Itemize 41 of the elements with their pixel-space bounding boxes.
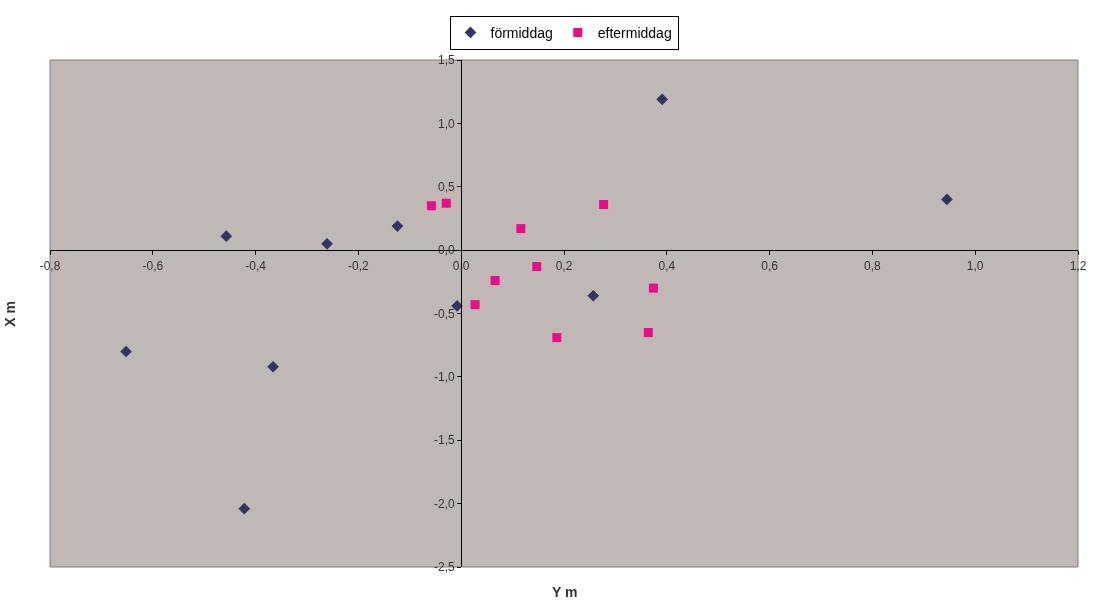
- x-tick-label: -0,8: [39, 258, 61, 273]
- point: [426, 201, 436, 211]
- point: [587, 289, 600, 302]
- x-tick-label: -0,4: [245, 258, 267, 273]
- point: [220, 230, 233, 243]
- point: [656, 93, 669, 106]
- x-tick-label: -0,2: [348, 258, 370, 273]
- y-tick-label: 1,5: [438, 53, 456, 68]
- y-tick-label: -1,5: [434, 433, 456, 448]
- point: [941, 193, 953, 206]
- y-tick-label: -2,5: [434, 560, 456, 575]
- point: [552, 333, 562, 343]
- y-tick-label: -2,0: [434, 496, 456, 511]
- point: [648, 283, 658, 293]
- y-tick-label: 1,0: [438, 116, 456, 131]
- x-tick-label: 0,6: [761, 258, 779, 273]
- point: [532, 262, 542, 272]
- point: [238, 502, 251, 515]
- x-tick-label: 0,8: [864, 258, 882, 273]
- y-tick-label: 0,5: [438, 179, 456, 194]
- y-tick-label: -0,5: [434, 306, 456, 321]
- x-tick-label: -0,6: [142, 258, 164, 273]
- x-axis-title: Y m: [552, 584, 578, 600]
- x-tick-label: 1,2: [1069, 258, 1087, 273]
- x-tick-label: 1,0: [966, 258, 984, 273]
- point: [490, 276, 500, 286]
- point: [470, 300, 480, 310]
- point: [643, 328, 653, 338]
- y-axis-title: X m: [1, 300, 18, 327]
- point: [321, 237, 333, 250]
- x-tick-label: 0,2: [555, 258, 573, 273]
- point: [599, 200, 609, 209]
- y-tick-label: -1,0: [434, 370, 456, 385]
- legend-label: förmiddag: [490, 24, 553, 41]
- point: [441, 198, 451, 208]
- point: [391, 220, 404, 232]
- x-tick-label: 0,4: [658, 258, 676, 273]
- point: [516, 224, 526, 234]
- point: [267, 360, 279, 373]
- legend-label: eftermiddag: [597, 24, 672, 41]
- point: [120, 345, 132, 358]
